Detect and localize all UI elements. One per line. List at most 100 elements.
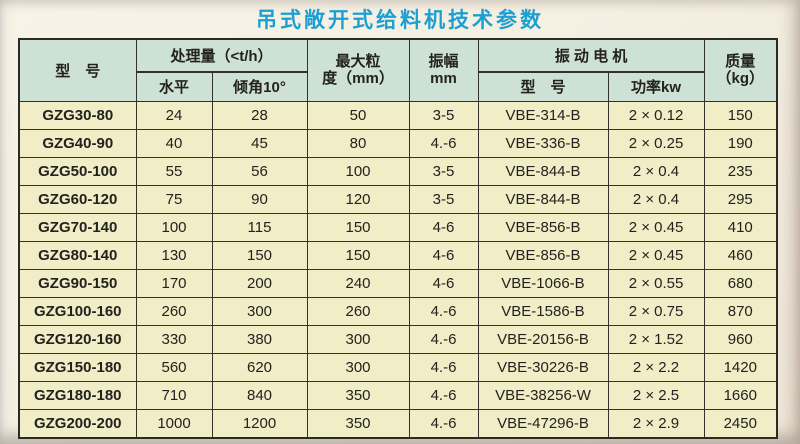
- cell-model: GZG40-90: [18, 128, 137, 158]
- cell-mass: 960: [703, 324, 778, 354]
- header-row-groups: 型 号 处理量（<t/h） 最大粒 度（mm） 振幅 mm 振 动 电 机 质量…: [18, 38, 778, 102]
- cell-amplitude: 4.-6: [408, 128, 479, 158]
- col-header-capacity-group: 处理量（<t/h）: [135, 38, 308, 73]
- cell-amplitude: 4-6: [408, 212, 479, 242]
- cell-capacity-incline: 150: [211, 240, 308, 270]
- cell-mass: 150: [703, 100, 778, 130]
- cell-capacity-horizontal: 260: [135, 296, 213, 326]
- cell-capacity-horizontal: 170: [135, 268, 213, 298]
- cell-capacity-horizontal: 55: [135, 156, 213, 186]
- cell-max-particle: 120: [306, 184, 410, 214]
- cell-capacity-incline: 90: [211, 184, 308, 214]
- table-row: GZG100-160 260 300 260 4.-6 VBE-1586-B 2 × 0.7…: [18, 296, 778, 326]
- cell-amplitude: 3-5: [408, 100, 479, 130]
- cell-motor-power: 2 × 2.2: [607, 352, 705, 382]
- table-row: GZG150-180 560 620 300 4.-6 VBE-30226-B 2 × 2.…: [18, 352, 778, 382]
- cell-amplitude: 4.-6: [408, 380, 479, 410]
- cell-motor-power: 2 × 2.5: [607, 380, 705, 410]
- cell-model: GZG30-80: [18, 100, 137, 130]
- cell-capacity-horizontal: 710: [135, 380, 213, 410]
- col-header-motor-model: 型 号: [477, 71, 609, 102]
- cell-motor-model: VBE-20156-B: [477, 324, 609, 354]
- cell-capacity-incline: 115: [211, 212, 308, 242]
- cell-model: GZG180-180: [18, 380, 137, 410]
- col-header-amplitude: 振幅 mm: [408, 38, 479, 102]
- cell-capacity-incline: 45: [211, 128, 308, 158]
- cell-model: GZG70-140: [18, 212, 137, 242]
- cell-capacity-incline: 1200: [211, 408, 308, 438]
- table-row: GZG200-200 1000 1200 350 4.-6 VBE-47296-B 2 × …: [18, 408, 778, 438]
- cell-max-particle: 100: [306, 156, 410, 186]
- col-header-max-particle: 最大粒 度（mm）: [306, 38, 410, 102]
- cell-capacity-incline: 28: [211, 100, 308, 130]
- cell-motor-model: VBE-336-B: [477, 128, 609, 158]
- max-particle-label-line1: 最大粒: [335, 53, 381, 70]
- cell-model: GZG80-140: [18, 240, 137, 270]
- cell-motor-model: VBE-47296-B: [477, 408, 609, 438]
- col-header-motor-group: 振 动 电 机: [477, 38, 705, 73]
- cell-capacity-horizontal: 560: [135, 352, 213, 382]
- cell-mass: 680: [703, 268, 778, 298]
- col-header-mass: 质量 （kg）: [703, 38, 778, 102]
- cell-max-particle: 350: [306, 380, 410, 410]
- col-header-capacity-horizontal: 水平: [135, 71, 213, 102]
- cell-motor-model: VBE-1586-B: [477, 296, 609, 326]
- cell-motor-power: 2 × 0.4: [607, 184, 705, 214]
- cell-mass: 460: [703, 240, 778, 270]
- col-header-model: 型 号: [18, 38, 137, 102]
- cell-capacity-horizontal: 75: [135, 184, 213, 214]
- cell-max-particle: 350: [306, 408, 410, 438]
- cell-amplitude: 4.-6: [408, 296, 479, 326]
- cell-max-particle: 240: [306, 268, 410, 298]
- header-row-subcolumns: 水平 倾角10° 型 号 功率kw: [19, 71, 777, 102]
- table-row: GZG40-90 40 45 80 4.-6 VBE-336-B 2 × 0.25 190: [18, 128, 778, 158]
- mass-label-line2: （kg）: [716, 70, 765, 88]
- max-particle-label-line2: 度（mm）: [322, 70, 394, 88]
- cell-max-particle: 150: [306, 212, 410, 242]
- table-row: GZG60-120 75 90 120 3-5 VBE-844-B 2 × 0.4 295: [18, 184, 778, 214]
- cell-mass: 235: [703, 156, 778, 186]
- cell-motor-power: 2 × 0.12: [607, 100, 705, 130]
- cell-motor-model: VBE-1066-B: [477, 268, 609, 298]
- cell-motor-power: 2 × 0.25: [607, 128, 705, 158]
- cell-mass: 295: [703, 184, 778, 214]
- col-header-capacity-incline: 倾角10°: [211, 71, 308, 102]
- cell-max-particle: 300: [306, 352, 410, 382]
- cell-model: GZG120-160: [18, 324, 137, 354]
- cell-capacity-incline: 200: [211, 268, 308, 298]
- cell-motor-model: VBE-856-B: [477, 212, 609, 242]
- table-body: GZG30-80 24 28 50 3-5 VBE-314-B 2 × 0.12 150 GZG…: [18, 100, 778, 438]
- cell-motor-model: VBE-856-B: [477, 240, 609, 270]
- col-header-motor-power: 功率kw: [607, 71, 705, 102]
- table-row: GZG50-100 55 56 100 3-5 VBE-844-B 2 × 0.4 235: [18, 156, 778, 186]
- cell-max-particle: 80: [306, 128, 410, 158]
- cell-max-particle: 300: [306, 324, 410, 354]
- cell-mass: 410: [703, 212, 778, 242]
- cell-capacity-horizontal: 40: [135, 128, 213, 158]
- table-row: GZG70-140 100 115 150 4-6 VBE-856-B 2 × 0.45 41…: [18, 212, 778, 242]
- cell-capacity-horizontal: 100: [135, 212, 213, 242]
- amplitude-label-line2: mm: [430, 70, 457, 88]
- table-header: 型 号 处理量（<t/h） 最大粒 度（mm） 振幅 mm 振 动 电 机 质量…: [18, 38, 778, 102]
- cell-model: GZG60-120: [18, 184, 137, 214]
- cell-amplitude: 3-5: [408, 184, 479, 214]
- cell-motor-power: 2 × 0.45: [607, 240, 705, 270]
- cell-motor-power: 2 × 1.52: [607, 324, 705, 354]
- cell-motor-model: VBE-314-B: [477, 100, 609, 130]
- cell-motor-model: VBE-844-B: [477, 156, 609, 186]
- cell-amplitude: 4-6: [408, 240, 479, 270]
- cell-max-particle: 150: [306, 240, 410, 270]
- cell-amplitude: 4.-6: [408, 408, 479, 438]
- cell-capacity-horizontal: 1000: [135, 408, 213, 438]
- cell-model: GZG100-160: [18, 296, 137, 326]
- cell-capacity-incline: 380: [211, 324, 308, 354]
- table-row: GZG180-180 710 840 350 4.-6 VBE-38256-W 2 × 2.…: [18, 380, 778, 410]
- cell-motor-power: 2 × 0.45: [607, 212, 705, 242]
- cell-mass: 1420: [703, 352, 778, 382]
- cell-capacity-incline: 620: [211, 352, 308, 382]
- mass-label-line1: 质量: [725, 53, 756, 70]
- cell-capacity-horizontal: 330: [135, 324, 213, 354]
- table-row: GZG90-150 170 200 240 4-6 VBE-1066-B 2 × 0.55 6…: [18, 268, 778, 298]
- cell-max-particle: 50: [306, 100, 410, 130]
